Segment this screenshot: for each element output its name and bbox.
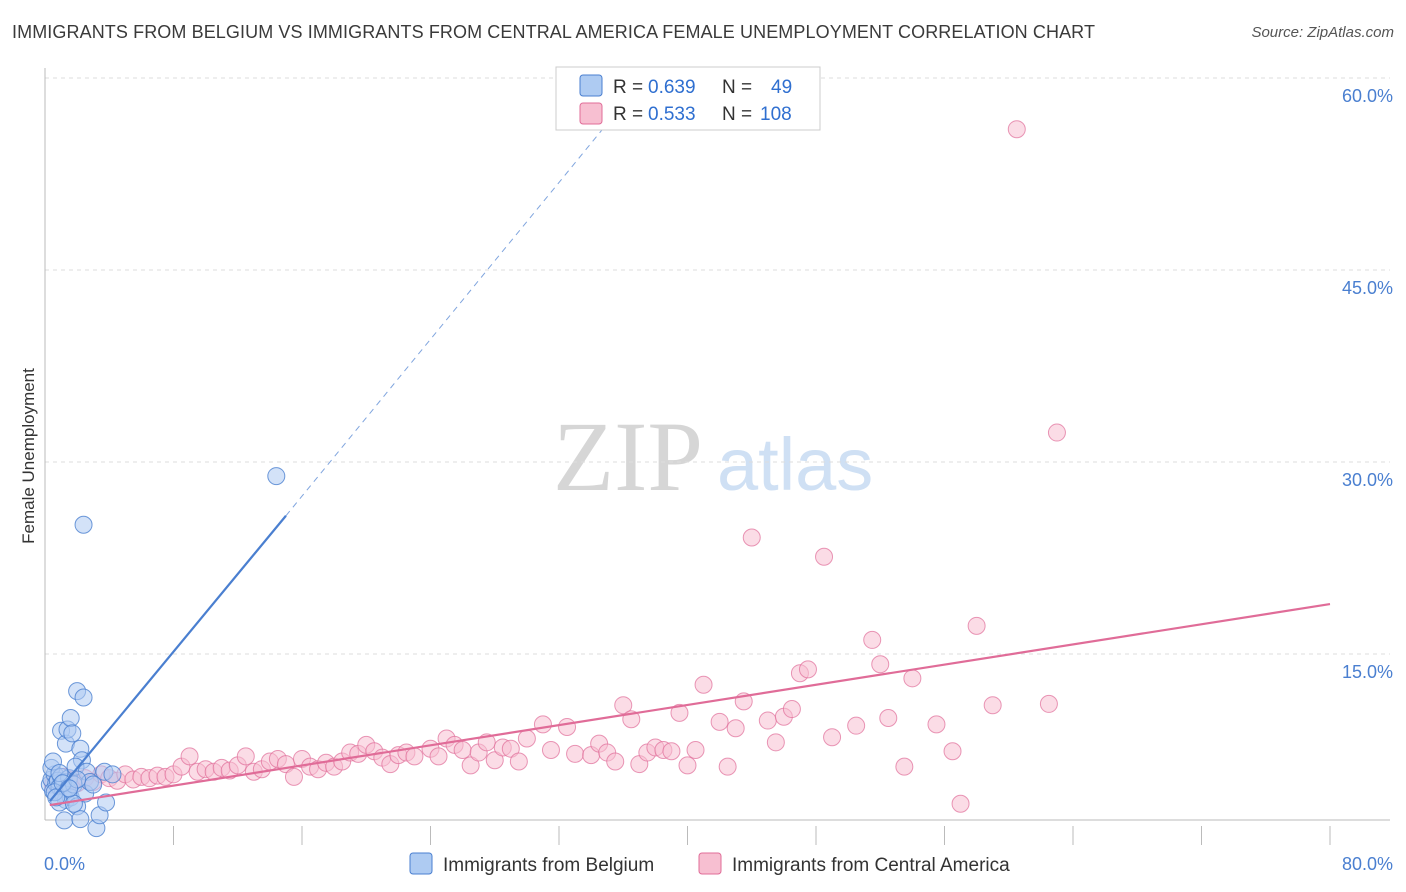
legend-n-value-central-america: 108 [760, 104, 792, 125]
data-point-central-america [558, 717, 577, 736]
data-point-central-america [903, 669, 922, 688]
data-point-central-america [678, 756, 697, 775]
data-point-central-america [943, 742, 962, 761]
data-point-central-america [927, 715, 946, 734]
data-point-central-america [694, 675, 713, 694]
data-point-central-america [823, 728, 842, 747]
gridlines [45, 77, 1390, 655]
data-point-central-america [541, 741, 560, 759]
data-point-central-america [606, 752, 625, 771]
trend-line-belgium [48, 515, 287, 802]
watermark-zip: ZIP [553, 401, 703, 512]
data-point-belgium [84, 775, 103, 794]
data-point-belgium [74, 688, 93, 707]
stats-legend: R = 0.639 N = 49 R = 0.533 N = 108 [555, 66, 821, 131]
bottom-legend-swatch-belgium [409, 852, 433, 875]
data-point-central-america [236, 747, 255, 766]
legend-swatch-belgium [579, 74, 603, 97]
trend-lines [48, 84, 1331, 807]
legend-n-label: N = [722, 77, 752, 98]
y-axis-label: Female Unemployment [19, 368, 38, 544]
data-point-central-america [967, 616, 986, 635]
data-point-belgium [74, 515, 93, 534]
data-point-central-america [485, 751, 504, 770]
legend-n-value-belgium: 49 [771, 77, 792, 98]
data-point-central-america [879, 709, 898, 727]
trend-line-belgium-extension [285, 84, 640, 517]
data-point-belgium [55, 811, 74, 830]
data-point-central-america [1007, 120, 1026, 139]
legend-n-label: N = [722, 104, 752, 125]
y-tick-label: 45.0% [1342, 278, 1393, 298]
data-point-belgium [64, 794, 83, 813]
data-point-central-america [566, 744, 585, 763]
data-point-central-america [461, 756, 480, 775]
data-point-central-america [501, 739, 520, 758]
data-point-central-america [662, 742, 681, 761]
data-point-belgium [60, 779, 79, 798]
series-central-america [44, 120, 1066, 813]
data-point-central-america [1039, 694, 1058, 713]
bottom-legend-swatch-central-america [698, 852, 722, 875]
chart-title: IMMIGRANTS FROM BELGIUM VS IMMIGRANTS FR… [12, 22, 1096, 42]
data-point-central-america [533, 715, 552, 734]
data-point-central-america [766, 733, 785, 752]
data-point-central-america [686, 741, 705, 759]
data-point-central-america [895, 757, 914, 776]
series-legend: Immigrants from Belgium Immigrants from … [409, 852, 1010, 876]
data-point-central-america [758, 711, 777, 730]
data-point-central-america [798, 660, 817, 679]
y-tick-label: 15.0% [1342, 662, 1393, 682]
data-point-central-america [1047, 423, 1066, 442]
data-point-central-america [742, 528, 761, 547]
x-tick-label-max: 80.0% [1342, 854, 1393, 874]
data-point-belgium [61, 709, 80, 727]
data-point-belgium [103, 765, 122, 784]
data-point-central-america [871, 655, 890, 674]
legend-r-value-central-america: 0.533 [648, 104, 696, 125]
legend-r-label: R = [613, 104, 643, 125]
data-point-central-america [517, 729, 536, 748]
data-point-belgium [97, 793, 116, 812]
data-point-central-america [180, 747, 199, 766]
data-point-central-america [847, 716, 866, 735]
data-point-central-america [863, 630, 882, 649]
data-point-central-america [453, 741, 472, 759]
data-point-belgium [63, 724, 82, 743]
data-point-central-america [429, 747, 448, 766]
x-tick-label-min: 0.0% [44, 854, 85, 874]
data-point-central-america [951, 794, 970, 813]
data-point-belgium [71, 810, 90, 829]
bottom-legend-label-central-america: Immigrants from Central America [732, 855, 1010, 876]
tick-labels: 15.0% 30.0% 45.0% 60.0% 0.0% 80.0% [44, 86, 1393, 874]
data-point-central-america [614, 696, 633, 715]
watermark-atlas: atlas [717, 423, 873, 506]
data-point-central-america [726, 719, 745, 738]
data-point-central-america [405, 747, 424, 766]
source-label: Source: ZipAtlas.com [1251, 24, 1394, 41]
axes [44, 68, 1390, 845]
data-point-central-america [710, 712, 729, 731]
data-point-central-america [718, 757, 737, 776]
data-point-central-america [983, 696, 1002, 715]
data-point-central-america [815, 547, 834, 566]
y-tick-label: 60.0% [1342, 86, 1393, 106]
data-point-central-america [284, 767, 303, 786]
data-point-central-america [509, 752, 528, 771]
y-tick-label: 30.0% [1342, 470, 1393, 490]
bottom-legend-label-belgium: Immigrants from Belgium [443, 855, 654, 876]
legend-r-label: R = [613, 77, 643, 98]
data-point-central-america [782, 700, 801, 719]
data-point-central-america [670, 703, 689, 722]
data-point-belgium [267, 467, 286, 486]
legend-r-value-belgium: 0.639 [648, 77, 696, 98]
trend-line-central-america [49, 602, 1331, 807]
legend-swatch-central-america [579, 102, 603, 125]
